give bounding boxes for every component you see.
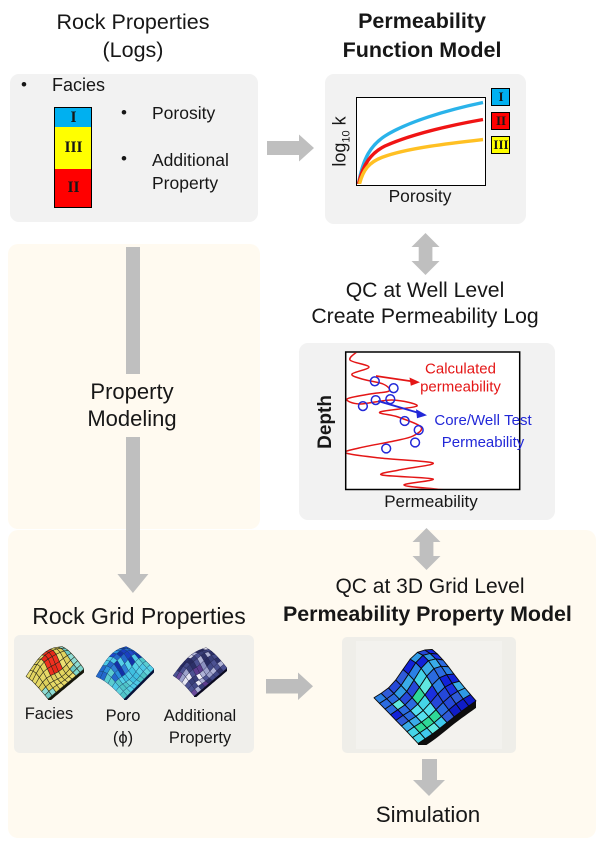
svg-text:Calculated: Calculated [425, 361, 496, 378]
svg-text:Depth: Depth [315, 395, 336, 449]
svg-text:Core/Well Test: Core/Well Test [434, 412, 532, 429]
svg-text:permeability: permeability [420, 379, 501, 396]
svg-text:Permeability: Permeability [442, 434, 525, 451]
